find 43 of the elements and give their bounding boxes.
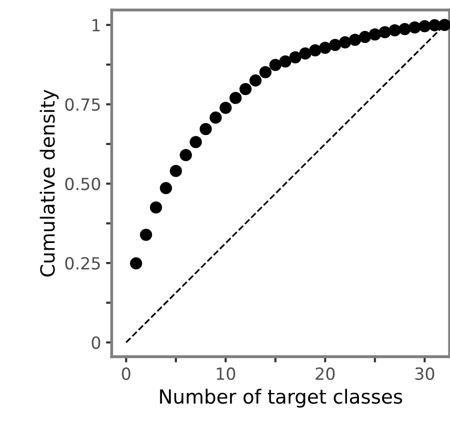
point xyxy=(289,51,302,64)
y-tick-label: 0 xyxy=(92,336,100,349)
y-tick-label: 0.50 xyxy=(65,178,100,190)
point xyxy=(378,26,391,38)
point xyxy=(150,201,162,214)
y-tick-label: 0.75 xyxy=(65,98,100,111)
point xyxy=(200,122,212,136)
point xyxy=(180,149,192,162)
point xyxy=(309,44,322,56)
point xyxy=(249,74,262,87)
y-tick-label: 1 xyxy=(92,19,100,32)
point xyxy=(239,82,252,96)
point xyxy=(358,30,372,44)
point xyxy=(368,28,381,41)
x-tick-label: 10 xyxy=(216,367,236,380)
point xyxy=(190,136,202,148)
point xyxy=(220,102,232,114)
point xyxy=(160,182,172,194)
point xyxy=(329,38,342,51)
point xyxy=(408,21,421,34)
point xyxy=(230,92,242,104)
point xyxy=(269,58,282,71)
y-tick-label: 0.25 xyxy=(65,257,100,270)
point xyxy=(398,22,411,36)
point xyxy=(170,164,182,178)
point xyxy=(279,55,292,68)
point xyxy=(259,66,272,78)
point xyxy=(299,47,312,60)
x-axis-title: Number of target classes xyxy=(160,388,402,408)
point xyxy=(319,42,332,54)
y-axis-title: Cumulative density xyxy=(40,90,59,276)
point xyxy=(338,36,352,48)
x-tick-label: 30 xyxy=(415,367,434,380)
point xyxy=(348,34,362,46)
point xyxy=(388,24,401,36)
point xyxy=(140,228,152,241)
x-tick-label: 0 xyxy=(122,367,130,380)
point xyxy=(130,257,142,270)
point xyxy=(210,112,222,124)
point xyxy=(428,19,441,32)
x-tick-label: 20 xyxy=(316,367,335,380)
point xyxy=(438,18,450,31)
point xyxy=(418,20,431,32)
